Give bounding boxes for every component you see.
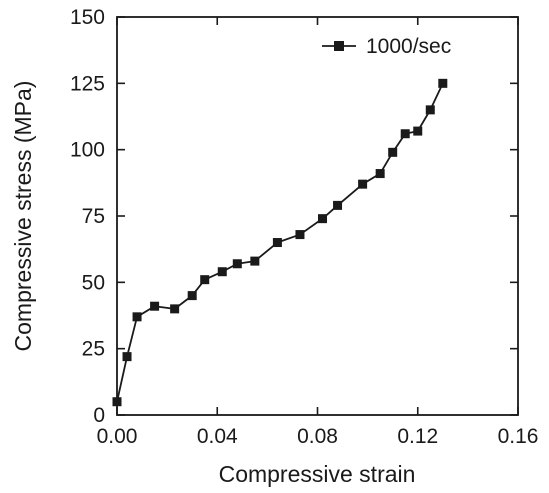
y-tick-label: 0 xyxy=(93,404,105,427)
legend-marker-swatch xyxy=(334,41,344,51)
data-point xyxy=(122,352,132,362)
y-axis-title: Compressive stress (MPa) xyxy=(10,81,36,352)
data-point xyxy=(413,126,423,136)
x-tick-label: 0.16 xyxy=(498,425,539,448)
x-axis-title: Compressive strain xyxy=(219,461,416,487)
data-point xyxy=(400,129,410,139)
data-point xyxy=(333,200,343,210)
x-tick-label: 0.04 xyxy=(197,425,238,448)
data-point xyxy=(150,301,160,311)
data-point xyxy=(132,312,142,322)
data-point xyxy=(170,304,180,314)
data-point xyxy=(187,291,197,301)
data-point xyxy=(375,169,385,179)
y-tick-label: 75 xyxy=(82,205,105,228)
y-tick-label: 150 xyxy=(70,6,105,29)
x-tick-label: 0.00 xyxy=(97,425,138,448)
x-tick-label: 0.08 xyxy=(297,425,338,448)
ticks: 0.00 0.04 0.08 0.12 0.16 0 25 50 75 100 125 150 xyxy=(70,6,538,448)
data-point xyxy=(250,256,260,266)
plot-frame xyxy=(116,16,519,416)
data-point xyxy=(232,259,242,269)
data-point xyxy=(318,214,328,224)
data-point xyxy=(358,179,368,189)
legend-label: 1000/sec xyxy=(366,35,451,58)
data-point xyxy=(438,78,448,88)
series xyxy=(112,78,448,407)
y-tick-label: 25 xyxy=(82,338,105,361)
y-tick-label: 100 xyxy=(70,139,105,162)
y-tick-label: 125 xyxy=(70,72,105,95)
data-point xyxy=(200,275,210,285)
data-point xyxy=(272,238,282,248)
y-tick-label: 50 xyxy=(82,271,105,294)
legend: 1000/sec xyxy=(322,35,451,58)
data-point xyxy=(295,230,305,240)
data-point xyxy=(112,397,122,407)
data-point xyxy=(425,105,435,115)
data-point xyxy=(217,267,227,277)
data-point xyxy=(388,147,398,157)
x-tick-label: 0.12 xyxy=(397,425,438,448)
